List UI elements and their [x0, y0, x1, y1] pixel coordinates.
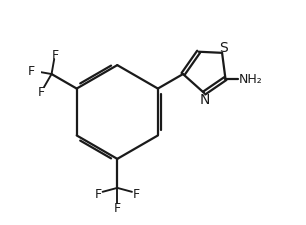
Text: F: F	[38, 86, 45, 99]
Text: F: F	[94, 187, 102, 200]
Text: F: F	[28, 65, 35, 78]
Text: F: F	[51, 49, 59, 61]
Text: NH₂: NH₂	[239, 73, 263, 86]
Text: N: N	[200, 92, 210, 106]
Text: F: F	[133, 187, 140, 200]
Text: F: F	[114, 202, 121, 214]
Text: S: S	[219, 41, 228, 55]
